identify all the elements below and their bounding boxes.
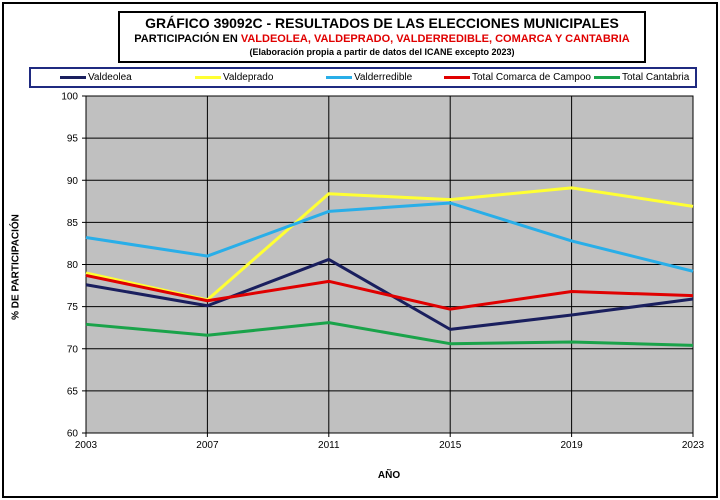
series-line-valderredible bbox=[85, 201, 694, 273]
legend-label: Total Comarca de Campoo bbox=[472, 72, 591, 83]
y-tick-label: 100 bbox=[61, 92, 78, 103]
x-tick-label: 2007 bbox=[196, 440, 219, 451]
legend-swatch bbox=[195, 76, 221, 79]
legend-item: Valdeolea bbox=[60, 69, 132, 86]
x-axis-label: AÑO bbox=[377, 470, 401, 481]
legend-swatch bbox=[444, 76, 470, 79]
chart-source-note: (Elaboración propia a partir de datos de… bbox=[249, 47, 515, 57]
y-tick-label: 65 bbox=[67, 386, 79, 397]
subtitle-prefix: PARTICIPACIÓN EN bbox=[134, 33, 241, 45]
legend-swatch bbox=[594, 76, 620, 79]
legend-item: Valderredible bbox=[326, 69, 412, 86]
y-tick-label: 85 bbox=[67, 218, 79, 229]
y-tick-label: 70 bbox=[67, 344, 79, 355]
x-tick-label: 2019 bbox=[560, 440, 583, 451]
legend-swatch bbox=[60, 76, 86, 79]
chart-title-box: GRÁFICO 39092C - RESULTADOS DE LAS ELECC… bbox=[118, 11, 646, 63]
chart-title: GRÁFICO 39092C - RESULTADOS DE LAS ELECC… bbox=[145, 15, 619, 31]
legend-swatch bbox=[326, 76, 352, 79]
x-tick-label: 2023 bbox=[682, 440, 705, 451]
legend-label: Valdeolea bbox=[88, 72, 132, 83]
series-line-total-cantabria bbox=[85, 321, 694, 347]
x-tick-label: 2015 bbox=[439, 440, 462, 451]
legend-item: Valdeprado bbox=[195, 69, 273, 86]
x-tick-label: 2011 bbox=[318, 440, 340, 451]
legend-label: Valdeprado bbox=[223, 72, 274, 83]
y-axis-label: % DE PARTICIPACIÓN bbox=[10, 214, 22, 320]
legend-label: Valderredible bbox=[354, 72, 413, 83]
chart-subtitle: PARTICIPACIÓN EN VALDEOLEA, VALDEPRADO, … bbox=[120, 32, 644, 46]
legend: Valdeolea Valdeprado Valderredible Total Co… bbox=[29, 67, 697, 88]
y-tick-label: 95 bbox=[67, 134, 79, 145]
legend-label: Total Cantabria bbox=[622, 72, 690, 83]
x-tick-label: 2003 bbox=[75, 440, 98, 451]
y-tick-label: 90 bbox=[67, 176, 79, 187]
series-line-total-comarca-de-campoo bbox=[85, 273, 694, 311]
y-tick-label: 75 bbox=[67, 302, 79, 313]
y-tick-label: 80 bbox=[67, 260, 79, 271]
legend-item: Total Cantabria bbox=[594, 69, 689, 86]
subtitle-highlight: VALDEOLEA, VALDEPRADO, VALDERREDIBLE, CO… bbox=[240, 33, 630, 45]
y-tick-label: 60 bbox=[67, 429, 79, 440]
legend-item: Total Comarca de Campoo bbox=[444, 69, 591, 86]
